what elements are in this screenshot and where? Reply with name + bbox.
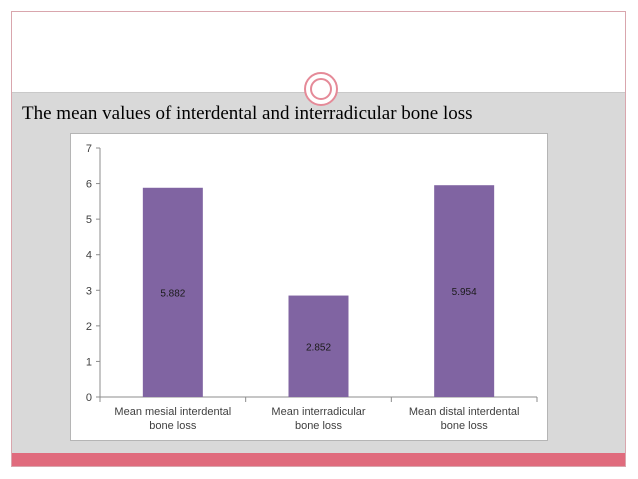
y-tick-label: 2 xyxy=(86,321,92,333)
x-tick-label: Mean distal interdental xyxy=(409,406,520,418)
slide-footer-band xyxy=(12,453,625,466)
y-tick-label: 6 xyxy=(86,179,92,191)
y-tick-label: 4 xyxy=(86,250,92,262)
bar xyxy=(434,185,495,397)
y-tick-label: 1 xyxy=(86,356,92,368)
y-tick-label: 7 xyxy=(86,143,92,155)
double-circle-icon xyxy=(304,72,338,106)
x-tick-label: bone loss xyxy=(295,420,343,432)
bar xyxy=(288,295,349,397)
x-tick-label: Mean interradicular xyxy=(271,406,365,418)
x-tick-label: bone loss xyxy=(149,420,197,432)
data-label: 5.954 xyxy=(452,287,477,298)
x-tick-label: bone loss xyxy=(441,420,489,432)
x-tick-label: Mean mesial interdental xyxy=(114,406,231,418)
chart-container: 0 1 2 3 4 5 6 7 5.882 Mean mesial interdental bone… xyxy=(70,133,548,441)
bar xyxy=(142,187,203,397)
data-label: 5.882 xyxy=(160,288,185,299)
slide-title: The mean values of interdental and inter… xyxy=(22,103,473,124)
bar-chart: 0 1 2 3 4 5 6 7 5.882 Mean mesial interdental bone… xyxy=(86,143,538,432)
y-tick-label: 0 xyxy=(86,392,92,404)
y-tick-label: 5 xyxy=(86,214,92,226)
y-tick-label: 3 xyxy=(86,285,92,297)
data-label: 2.852 xyxy=(306,342,331,353)
